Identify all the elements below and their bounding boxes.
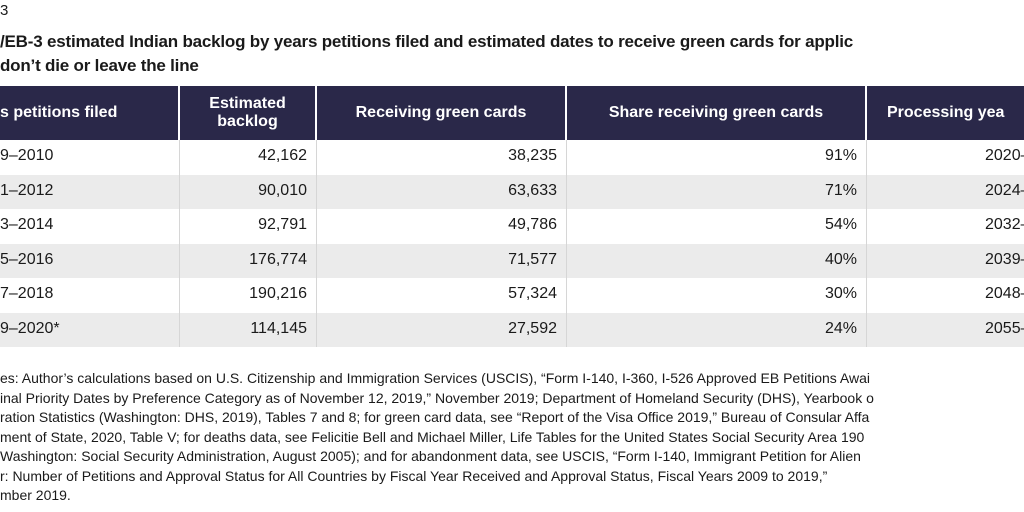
table-cell: 190,216	[249, 285, 307, 302]
table-cell: 71%	[824, 181, 857, 199]
source-note: Washington: Social Security Administrati…	[0, 448, 861, 464]
table-cell: 2032–2	[985, 216, 1024, 233]
table-row	[0, 209, 1024, 243]
table-cell: 92,791	[258, 216, 307, 233]
table-cell: 57,324	[508, 285, 557, 302]
table-cell: 54%	[824, 216, 857, 233]
table-cell: 40%	[824, 250, 857, 268]
table-cell: 38,235	[508, 147, 557, 164]
table-cell: 1–2012	[0, 181, 54, 199]
source-note: ment of State, 2020, Table V; for deaths…	[0, 428, 865, 445]
table-cell: 5–2016	[0, 250, 54, 268]
source-note: r: Number of Petitions and Approval Stat…	[0, 467, 828, 484]
table-cell: 9–2020*	[0, 319, 60, 337]
table-cell: 24%	[824, 319, 857, 337]
source-note: es: Author’s calculations based on U.S. …	[0, 370, 870, 386]
source-note: ration Statistics (Washington: DHS, 2019…	[0, 409, 870, 425]
table-cell: 2020–2	[985, 147, 1024, 164]
column-header: Receiving green cards	[317, 86, 565, 140]
table-cell: 30%	[824, 285, 857, 302]
table-cell: 91%	[824, 147, 857, 164]
table-row	[0, 174, 1024, 209]
table-cell: 2039–2	[985, 250, 1024, 268]
source-note: mber 2019.	[0, 487, 71, 503]
table-cell: 49,786	[508, 216, 557, 233]
table-row	[0, 243, 1024, 278]
column-divider	[566, 140, 567, 347]
column-header: s petitions filed	[0, 86, 178, 140]
table-cell: 176,774	[249, 250, 307, 268]
table-cell: 7–2018	[0, 285, 54, 302]
table-cell: 42,162	[258, 147, 307, 164]
table-cell: 71,577	[508, 250, 557, 268]
table-cell: 2024–2	[985, 181, 1024, 199]
table-cell: 3–2014	[0, 216, 54, 233]
table-row	[0, 140, 1024, 174]
table-row	[0, 278, 1024, 312]
column-divider	[179, 140, 180, 347]
table-cell: 63,633	[508, 181, 557, 199]
source-note: inal Priority Dates by Preference Catego…	[0, 389, 874, 406]
table-cell: 90,010	[258, 181, 307, 199]
column-header: Estimated backlog	[180, 86, 315, 140]
table-cell: 9–2010	[0, 147, 54, 164]
table-row	[0, 312, 1024, 347]
column-header: Share receiving green cards	[567, 86, 865, 140]
table-cell: 114,145	[250, 319, 307, 337]
title: /EB-3 estimated Indian backlog by years …	[0, 32, 854, 51]
table-cell: 2055–2	[985, 319, 1024, 337]
title: don’t die or leave the line	[0, 56, 199, 75]
column-header: Processing yea	[867, 86, 1024, 140]
table-cell: 2048–2	[985, 285, 1024, 302]
table-cell: 27,592	[508, 319, 557, 337]
column-divider	[866, 140, 867, 347]
figure-label: 3	[0, 2, 9, 19]
column-divider	[316, 140, 317, 347]
